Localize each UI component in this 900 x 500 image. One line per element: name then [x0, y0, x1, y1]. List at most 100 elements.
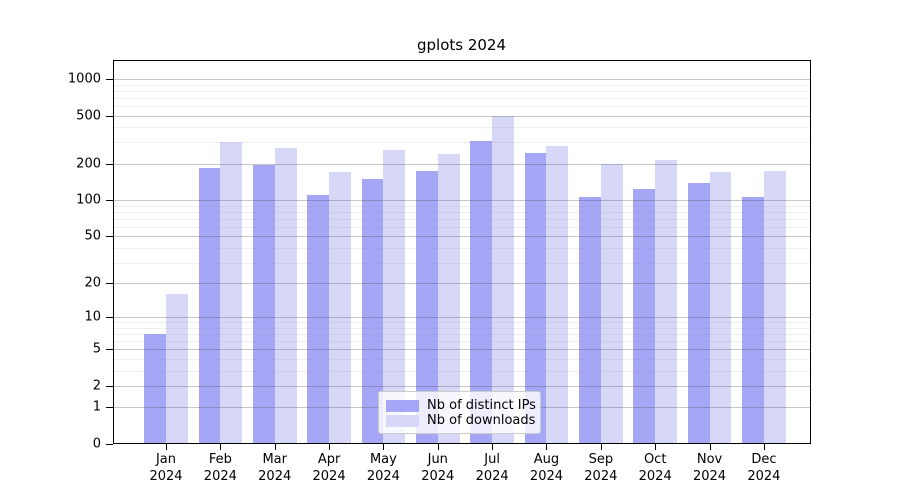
bar-downloads-jan — [166, 294, 188, 444]
y-tick-mark — [106, 283, 113, 285]
bar-downloads-mar — [274, 148, 297, 444]
chart-legend: Nb of distinct IPs Nb of downloads — [378, 391, 541, 434]
legend-label-distinct-ips: Nb of distinct IPs — [427, 398, 536, 413]
y-tick-label-500: 500 — [76, 108, 101, 124]
y-tick-label-2: 2 — [92, 378, 101, 394]
gridline-100 — [113, 200, 810, 202]
x-tick-label-may: May 2024 — [366, 452, 400, 484]
x-tick-mark — [166, 444, 167, 450]
gridline-minor — [113, 247, 810, 249]
gridline-minor — [113, 226, 810, 228]
x-tick-mark — [492, 444, 494, 450]
bar-ips-jan — [144, 334, 166, 444]
y-tick-label-0: 0 — [92, 436, 101, 452]
x-tick-mark — [220, 444, 222, 450]
chart-title: gplots 2024 — [416, 36, 507, 54]
y-tick-mark — [106, 444, 113, 445]
x-tick-label-oct: Oct 2024 — [638, 452, 672, 484]
y-tick-label-100: 100 — [76, 192, 101, 208]
gridline-minor — [113, 341, 810, 343]
gridline-minor — [113, 84, 810, 86]
bar-downloads-nov — [709, 172, 732, 444]
bar-downloads-sep — [600, 164, 623, 444]
x-tick-label-jul: Jul 2024 — [475, 452, 509, 484]
gridline-50 — [113, 236, 810, 238]
gridline-minor — [113, 90, 810, 92]
y-tick-mark — [106, 349, 113, 351]
x-tick-label-jun: Jun 2024 — [421, 452, 455, 484]
y-tick-mark — [106, 200, 113, 202]
x-tick-mark — [709, 444, 711, 450]
gridline-20 — [113, 283, 810, 285]
bar-ips-may — [361, 178, 384, 444]
bar-downloads-jul — [492, 115, 514, 444]
gridline-minor — [113, 334, 810, 336]
bar-ips-jul — [470, 140, 493, 444]
x-tick-label-feb: Feb 2024 — [203, 452, 237, 484]
gridline-minor — [113, 105, 810, 107]
gridline-minor — [113, 358, 810, 360]
bar-downloads-feb — [220, 142, 243, 444]
x-tick-label-mar: Mar 2024 — [258, 452, 292, 484]
y-tick-label-5: 5 — [92, 341, 101, 357]
x-tick-mark — [329, 444, 331, 450]
x-tick-mark — [437, 444, 439, 450]
gridline-minor — [113, 262, 810, 264]
gridline-200 — [113, 163, 810, 165]
gridline-minor — [113, 327, 810, 329]
legend-item-distinct-ips: Nb of distinct IPs — [386, 398, 536, 413]
y-tick-mark — [106, 115, 113, 117]
x-tick-mark — [600, 444, 602, 450]
bar-ips-oct — [633, 189, 656, 444]
bar-downloads-jun — [437, 154, 460, 444]
gridline-minor — [113, 205, 810, 207]
legend-swatch-downloads — [386, 414, 419, 427]
bar-downloads-dec — [763, 170, 786, 444]
gridline-minor — [113, 127, 810, 129]
y-tick-label-200: 200 — [76, 156, 101, 172]
legend-label-downloads: Nb of downloads — [427, 413, 536, 428]
bar-ips-apr — [307, 195, 330, 444]
bar-downloads-aug — [546, 146, 569, 444]
legend-item-downloads: Nb of downloads — [386, 413, 535, 428]
y-tick-label-1: 1 — [92, 399, 101, 415]
gridline-500 — [113, 115, 810, 117]
y-tick-label-20: 20 — [84, 275, 101, 291]
x-tick-mark — [763, 444, 765, 450]
x-tick-label-apr: Apr 2024 — [312, 452, 346, 484]
bar-downloads-may — [383, 150, 406, 444]
y-tick-label-50: 50 — [84, 228, 101, 244]
x-tick-mark — [546, 444, 548, 450]
gridline-minor — [113, 211, 810, 213]
axes-frame — [113, 60, 811, 444]
bar-ips-nov — [687, 182, 710, 444]
y-tick-label-10: 10 — [84, 309, 101, 325]
x-tick-mark — [655, 444, 657, 450]
bar-ips-jun — [415, 170, 438, 444]
y-tick-mark — [106, 317, 113, 319]
x-tick-label-nov: Nov 2024 — [692, 452, 727, 484]
y-tick-mark — [106, 236, 113, 238]
y-tick-mark — [106, 385, 113, 387]
x-tick-mark — [383, 444, 385, 450]
gridline-1000 — [113, 79, 810, 80]
y-tick-label-1000: 1000 — [67, 71, 101, 87]
gridline-minor — [113, 218, 810, 220]
bar-ips-dec — [742, 196, 764, 444]
gridline-10 — [113, 317, 810, 319]
gridline-5 — [113, 349, 810, 351]
gridline-minor — [113, 97, 810, 99]
gridline-minor — [113, 322, 810, 324]
y-tick-mark — [106, 407, 113, 409]
x-tick-label-aug: Aug 2024 — [529, 452, 564, 484]
bar-ips-aug — [524, 153, 547, 444]
bar-ips-sep — [579, 196, 601, 444]
bar-ips-feb — [198, 167, 221, 444]
legend-swatch-distinct-ips — [386, 399, 419, 412]
bar-ips-mar — [252, 165, 275, 444]
x-tick-mark — [274, 444, 276, 450]
x-tick-label-dec: Dec 2024 — [747, 452, 781, 484]
gridline-minor — [113, 142, 810, 144]
x-tick-label-sep: Sep 2024 — [584, 452, 618, 484]
